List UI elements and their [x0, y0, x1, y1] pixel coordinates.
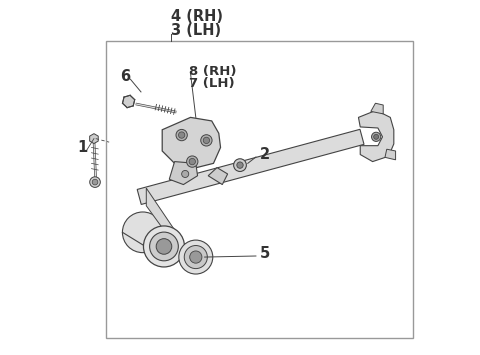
Circle shape	[144, 226, 184, 267]
Circle shape	[122, 212, 163, 253]
Circle shape	[179, 240, 213, 274]
Polygon shape	[146, 188, 181, 253]
Circle shape	[190, 251, 202, 263]
Circle shape	[181, 170, 189, 178]
Polygon shape	[371, 103, 383, 114]
Circle shape	[184, 246, 207, 269]
Polygon shape	[122, 95, 135, 108]
Circle shape	[237, 162, 243, 168]
Text: 6: 6	[120, 69, 130, 84]
Text: 7 (LH): 7 (LH)	[189, 77, 234, 90]
Polygon shape	[137, 129, 364, 204]
Circle shape	[156, 239, 172, 254]
Text: 3 (LH): 3 (LH)	[171, 23, 221, 38]
Polygon shape	[208, 168, 228, 185]
Text: 5: 5	[260, 246, 270, 261]
Text: 1: 1	[77, 140, 88, 155]
Circle shape	[92, 179, 98, 185]
Circle shape	[201, 135, 212, 146]
Polygon shape	[90, 133, 98, 143]
Polygon shape	[162, 118, 220, 169]
Bar	[106, 42, 413, 338]
Circle shape	[373, 134, 379, 139]
Circle shape	[90, 177, 100, 187]
Text: 8 (RH): 8 (RH)	[189, 65, 236, 78]
Circle shape	[203, 137, 210, 143]
Polygon shape	[385, 149, 396, 160]
Polygon shape	[359, 110, 394, 162]
Text: 2: 2	[260, 147, 270, 162]
Circle shape	[372, 132, 381, 141]
Circle shape	[179, 132, 185, 138]
Circle shape	[189, 158, 195, 165]
Text: 4 (RH): 4 (RH)	[171, 9, 223, 24]
Circle shape	[176, 130, 187, 141]
Circle shape	[234, 159, 246, 171]
Circle shape	[150, 232, 179, 261]
Polygon shape	[169, 162, 198, 185]
Circle shape	[187, 156, 198, 167]
